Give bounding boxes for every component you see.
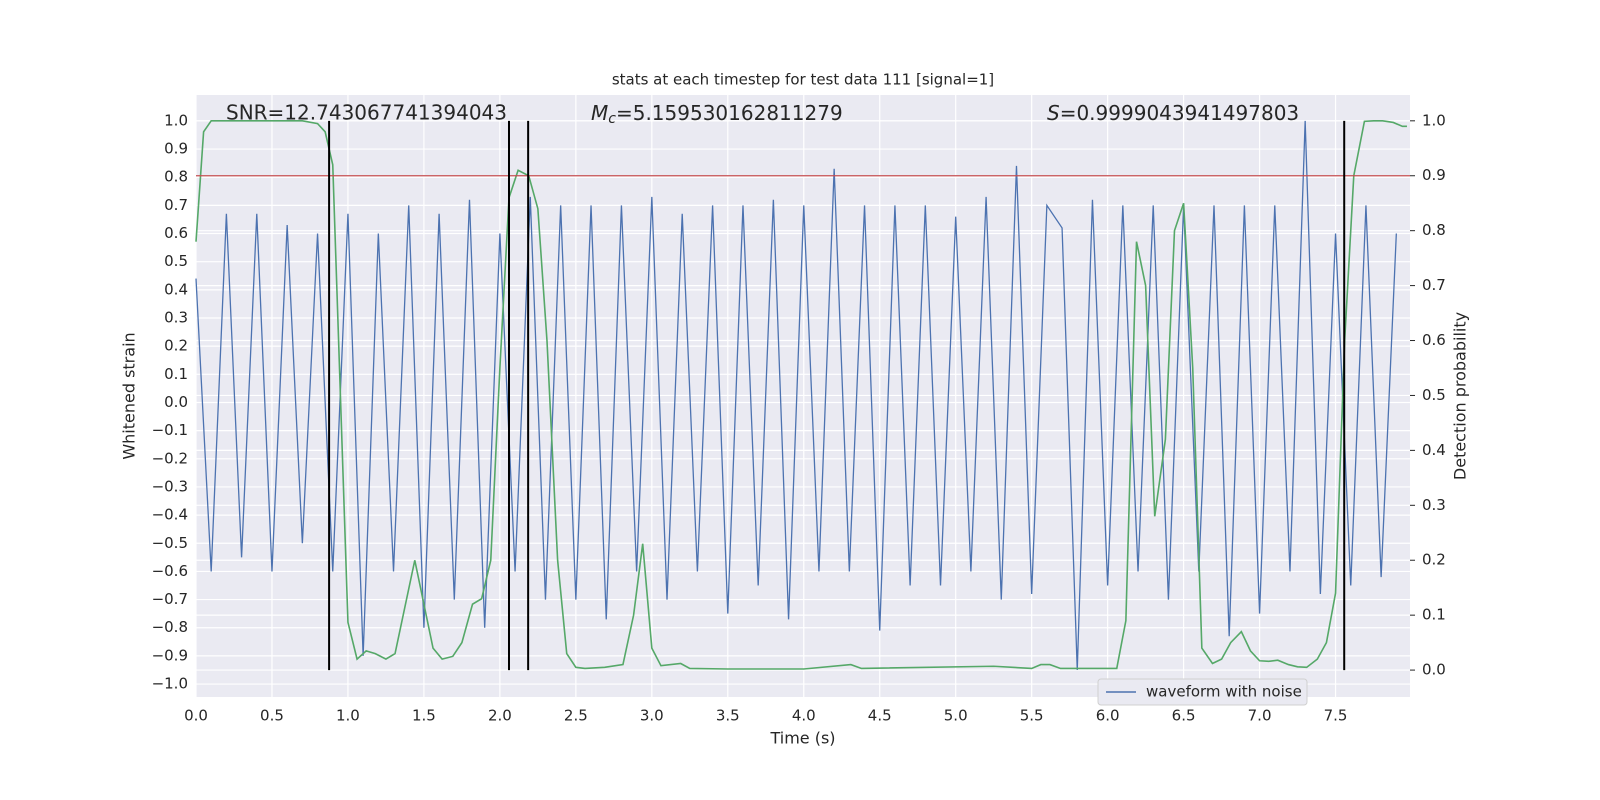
annotation-subscript: c — [608, 111, 616, 127]
y-tick-label: −0.7 — [152, 590, 188, 608]
x-axis-label: Time (s) — [769, 729, 835, 748]
y2-tick-label: 0.8 — [1422, 221, 1446, 239]
y2-tick-label: 0.7 — [1422, 276, 1446, 294]
y2-axis-label: Detection probability — [1451, 312, 1470, 480]
y-tick-label: 0.1 — [164, 365, 188, 383]
y-tick-label: 0.2 — [164, 337, 188, 355]
series-line — [195, 120, 1407, 670]
annotation-text: =0.9999043941497803 — [1060, 101, 1299, 125]
annotation: SNR=12.743067741394043 — [226, 101, 507, 125]
x-tick-label: 7.5 — [1324, 707, 1348, 725]
x-tick-label: 6.5 — [1172, 707, 1196, 725]
x-tick-label: 2.5 — [564, 707, 588, 725]
y2-tick-label: 0.0 — [1422, 661, 1446, 679]
y2-tick-label: 0.9 — [1422, 166, 1446, 184]
y-tick-label: 0.7 — [164, 196, 188, 214]
x-tick-label: 0.0 — [184, 707, 208, 725]
x-tick-label: 5.0 — [944, 707, 968, 725]
y-tick-label: 0.6 — [164, 224, 188, 242]
x-tick-label: 1.5 — [412, 707, 436, 725]
y-axis-label: Whitened strain — [120, 332, 139, 459]
y-tick-label: −0.5 — [152, 534, 188, 552]
chart-title: stats at each timestep for test data 111… — [612, 71, 994, 89]
marks — [195, 120, 1410, 671]
y-tick-label: −0.9 — [152, 646, 188, 664]
y-tick-label: −0.6 — [152, 562, 188, 580]
y-tick-label: 0.4 — [164, 280, 188, 298]
x-tick-label: 0.5 — [260, 707, 284, 725]
y-tick-label: 0.0 — [164, 393, 188, 411]
y-tick-label: 0.5 — [164, 252, 188, 270]
legend: waveform with noise — [1097, 678, 1308, 706]
y2-tick-label: 0.6 — [1422, 331, 1446, 349]
y-tick-label: −1.0 — [152, 675, 188, 693]
y2-tick-label: 0.2 — [1422, 551, 1446, 569]
legend-label: waveform with noise — [1146, 683, 1302, 701]
x-tick-label: 1.0 — [336, 707, 360, 725]
annotation: S=0.9999043941497803 — [1047, 101, 1299, 125]
y2-tick-label: 0.1 — [1422, 606, 1446, 624]
annotations: SNR=12.743067741394043 Mc=5.159530162811… — [226, 101, 1299, 128]
series-line — [195, 120, 1397, 670]
x-tick-label: 4.0 — [792, 707, 816, 725]
x-tick-label: 3.5 — [716, 707, 740, 725]
x-tick-label: 2.0 — [488, 707, 512, 725]
annotation: Mc=5.159530162811279 — [591, 101, 843, 128]
y2-tick-label: 1.0 — [1422, 111, 1446, 129]
x-tick-label: 6.0 — [1096, 707, 1120, 725]
annotation-text: =5.159530162811279 — [616, 101, 843, 125]
y-tick-label: 0.3 — [164, 309, 188, 327]
x-tick-label: 7.0 — [1248, 707, 1272, 725]
y-tick-label: −0.4 — [152, 506, 188, 524]
y-tick-label: −0.3 — [152, 477, 188, 495]
y-tick-label: −0.8 — [152, 618, 188, 636]
y-tick-label: 0.8 — [164, 168, 188, 186]
x-tick-label: 4.5 — [868, 707, 892, 725]
y2-tick-label: 0.3 — [1422, 496, 1446, 514]
y-tick-label: 1.0 — [164, 111, 188, 129]
x-tick-label: 3.0 — [640, 707, 664, 725]
annotation-symbol: S — [1047, 101, 1060, 125]
y2-tick-label: 0.4 — [1422, 441, 1446, 459]
x-tick-label: 5.5 — [1020, 707, 1044, 725]
y-tick-label: 0.9 — [164, 140, 188, 158]
y-tick-label: −0.1 — [152, 421, 188, 439]
y2-tick-label: 0.5 — [1422, 386, 1446, 404]
annotation-symbol: M — [591, 101, 608, 125]
y-tick-label: −0.2 — [152, 449, 188, 467]
grid — [195, 95, 1410, 697]
legend-box — [1097, 678, 1308, 706]
